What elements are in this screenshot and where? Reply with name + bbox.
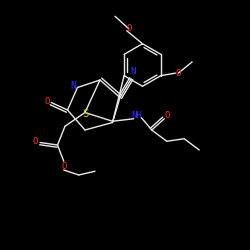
Text: N: N (130, 67, 136, 76)
Text: O: O (44, 97, 50, 106)
Text: NH: NH (132, 111, 142, 120)
Text: O: O (61, 162, 66, 171)
Text: S: S (82, 109, 88, 119)
Text: N: N (70, 81, 76, 91)
Text: O: O (33, 137, 38, 146)
Text: O: O (164, 110, 170, 120)
Text: O: O (176, 68, 181, 78)
Text: O: O (126, 24, 132, 33)
